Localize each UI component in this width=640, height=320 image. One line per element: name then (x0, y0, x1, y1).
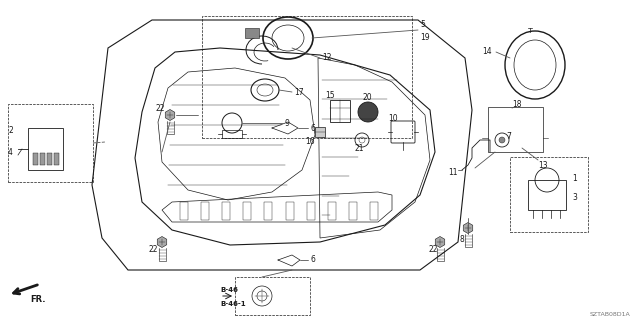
Bar (245, 28, 259, 38)
Text: 9: 9 (284, 118, 289, 127)
Bar (28, 128, 63, 170)
Bar (201, 202, 209, 220)
Text: 1: 1 (572, 173, 577, 182)
Polygon shape (165, 109, 175, 121)
Text: 7: 7 (506, 132, 511, 140)
Polygon shape (463, 222, 473, 234)
Bar (330, 100, 350, 122)
Text: 13: 13 (538, 161, 548, 170)
Text: B-46: B-46 (220, 287, 238, 293)
Text: 16: 16 (305, 137, 315, 146)
Text: 10: 10 (388, 114, 397, 123)
Text: B-46-1: B-46-1 (220, 301, 246, 307)
Text: 11: 11 (448, 167, 458, 177)
Text: 5: 5 (420, 20, 425, 28)
Bar (47, 153, 52, 165)
Text: 6: 6 (310, 255, 315, 265)
Text: 14: 14 (482, 47, 492, 57)
Bar (54, 153, 59, 165)
Bar (328, 202, 336, 220)
Bar (285, 202, 294, 220)
Bar (180, 202, 188, 220)
Bar (370, 202, 378, 220)
Text: 17: 17 (294, 87, 303, 97)
Polygon shape (435, 236, 445, 247)
Text: 12: 12 (322, 53, 332, 62)
Bar (307, 202, 315, 220)
Text: 19: 19 (420, 33, 429, 42)
Text: 21: 21 (354, 143, 364, 153)
Text: 3: 3 (572, 194, 577, 203)
Text: 15: 15 (325, 92, 335, 100)
Text: 2: 2 (8, 125, 13, 134)
Bar (315, 127, 325, 137)
Text: 22: 22 (148, 245, 157, 254)
Text: 20: 20 (362, 93, 372, 102)
Bar (243, 202, 252, 220)
Bar (264, 202, 273, 220)
Text: 4: 4 (8, 148, 13, 156)
Bar (528, 180, 566, 210)
Circle shape (358, 102, 378, 122)
Text: 22: 22 (155, 103, 164, 113)
Bar (349, 202, 357, 220)
Text: 8: 8 (460, 236, 465, 244)
Polygon shape (157, 236, 167, 247)
Text: FR.: FR. (30, 295, 45, 305)
Bar (40, 153, 45, 165)
Text: SZTAB08D1A: SZTAB08D1A (589, 311, 630, 316)
Bar (222, 202, 230, 220)
Text: 6: 6 (310, 124, 315, 132)
Bar (33, 153, 38, 165)
Circle shape (499, 137, 505, 143)
Text: 18: 18 (512, 100, 522, 108)
Text: 22: 22 (428, 245, 438, 254)
